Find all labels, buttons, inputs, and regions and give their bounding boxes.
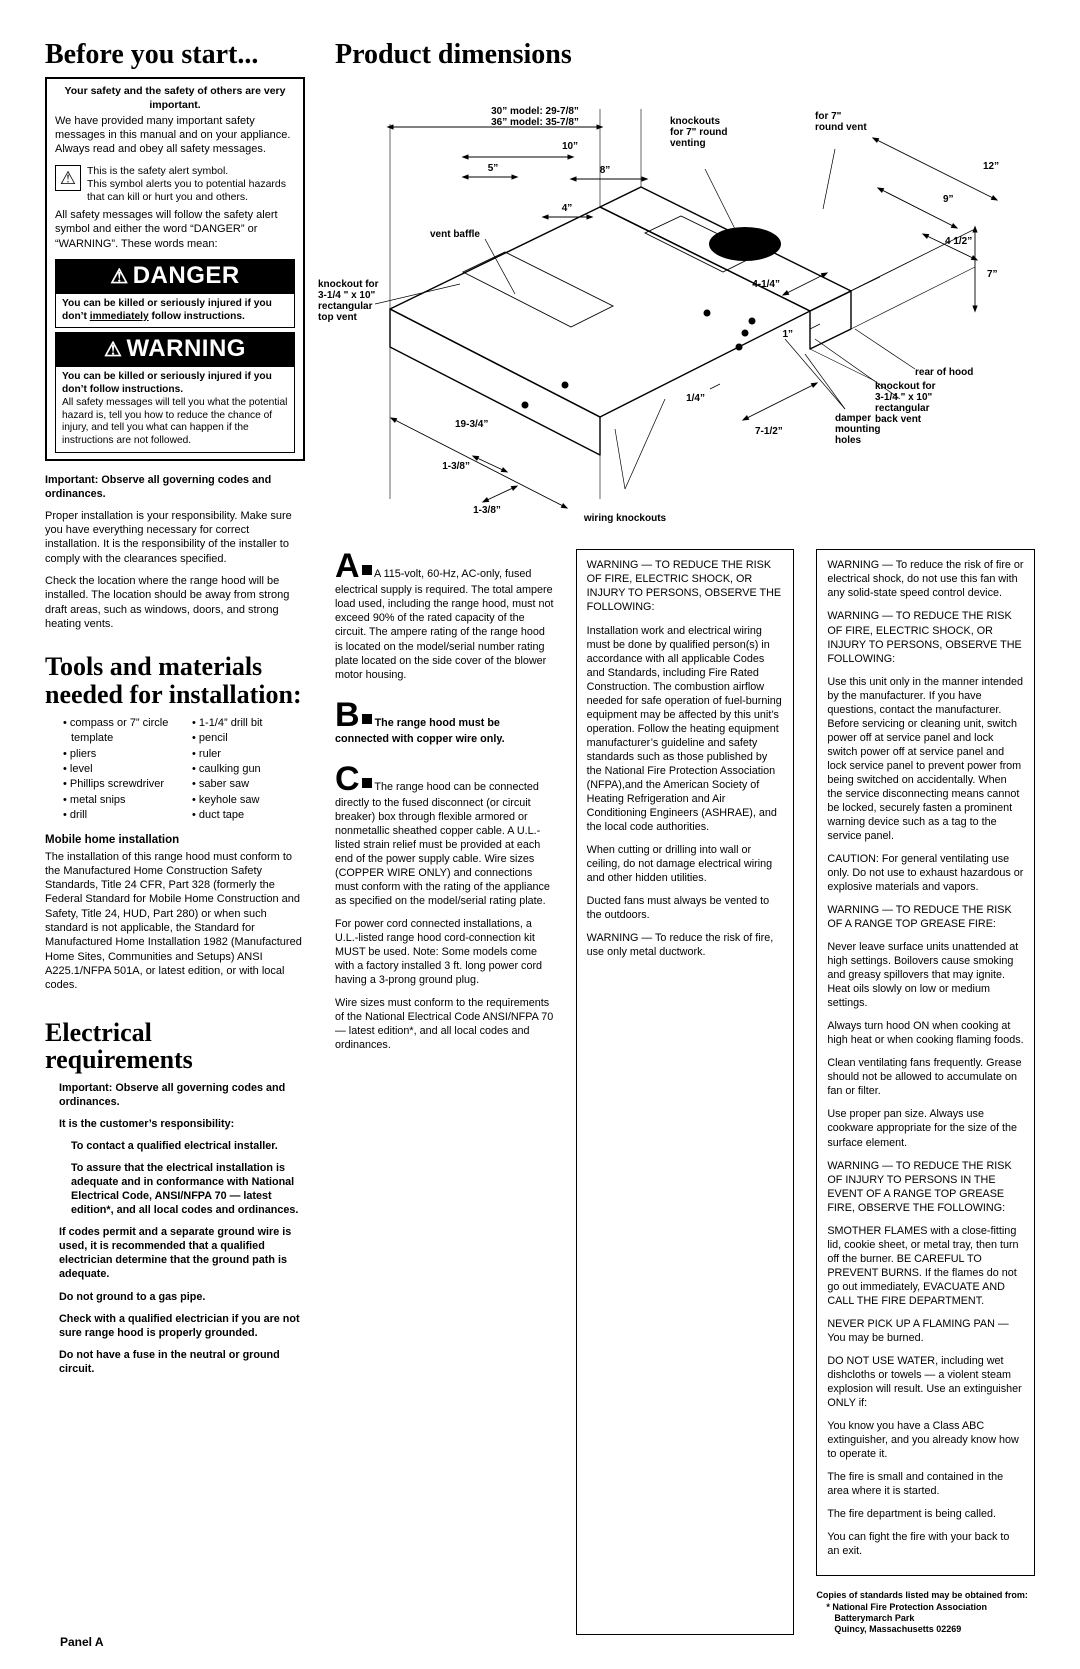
elec-p1: If codes permit and a separate ground wi… [59, 1225, 305, 1281]
svg-text:round vent: round vent [815, 122, 867, 133]
svg-text:rectangular: rectangular [318, 301, 373, 312]
svg-text:wiring knockouts: wiring knockouts [583, 513, 667, 524]
safety-alert-icon: ⚠ [55, 165, 81, 191]
elec-li2: To assure that the electrical installati… [59, 1161, 305, 1217]
svg-text:vent baffle: vent baffle [430, 229, 480, 240]
svg-text:30” model: 29-7/8”: 30” model: 29-7/8” [491, 106, 579, 117]
heading-product-dimensions: Product dimensions [335, 40, 1035, 69]
svg-text:7-1/2”: 7-1/2” [755, 426, 783, 437]
svg-text:knockout for: knockout for [875, 381, 936, 392]
middle-warning-box: WARNING — TO REDUCE THE RISK OF FIRE, EL… [576, 549, 795, 1635]
mobile-home-body: The installation of this range hood must… [45, 850, 305, 993]
heading-tools-materials: Tools and materials needed for installat… [45, 653, 305, 708]
svg-text:4 1/2”: 4 1/2” [945, 236, 972, 247]
svg-text:1/4”: 1/4” [686, 393, 705, 404]
svg-text:for 7" round: for 7" round [670, 127, 728, 138]
svg-text:1-3/8”: 1-3/8” [442, 461, 470, 472]
heading-before-you-start: Before you start... [45, 40, 305, 69]
svg-text:rear of hood: rear of hood [915, 367, 973, 378]
important-codes-1: Important: Observe all governing codes a… [45, 473, 305, 501]
product-dimensions-diagram: 30” model: 29-7/8”36” model: 35-7/8” 10” 5… [315, 69, 1015, 539]
svg-text:knockouts: knockouts [670, 116, 720, 127]
proper-install-text: Proper installation is your responsibili… [45, 509, 305, 566]
warning-banner: ⚠WARNING [55, 332, 295, 366]
svg-text:3-1/4 " x 10": 3-1/4 " x 10" [875, 392, 933, 403]
svg-text:top vent: top vent [318, 312, 358, 323]
safety-intro-bold: Your safety and the safety of others are… [55, 85, 295, 111]
standards-copies-note: Copies of standards listed may be obtain… [816, 1590, 1035, 1635]
svg-text:damper: damper [835, 413, 871, 424]
svg-text:venting: venting [670, 138, 706, 149]
elec-p2: Do not ground to a gas pipe. [59, 1290, 305, 1304]
alert-line-1: This is the safety alert symbol. [87, 165, 295, 178]
abc-column: A A 115-volt, 60-Hz, AC-only, fused elec… [335, 549, 554, 1635]
svg-text:back vent: back vent [875, 414, 922, 425]
tools-list: • compass or 7” circle template • pliers… [45, 716, 305, 824]
elec-li1: To contact a qualified electrical instal… [59, 1139, 305, 1153]
safety-intro-body: We have provided many important safety m… [55, 114, 295, 157]
panel-label: Panel A [60, 1635, 104, 1649]
svg-text:holes: holes [835, 435, 862, 446]
svg-text:9”: 9” [943, 194, 954, 205]
svg-text:12”: 12” [983, 161, 999, 172]
danger-box: You can be killed or seriously injured i… [55, 293, 295, 329]
heading-electrical: Electrical requirements [45, 1019, 305, 1074]
elec-p3: Check with a qualified electrician if yo… [59, 1312, 305, 1340]
svg-text:10”: 10” [562, 141, 578, 152]
safety-info-box: Your safety and the safety of others are… [45, 77, 305, 460]
customer-responsibility-head: It is the customer’s responsibility: [59, 1117, 305, 1131]
svg-text:mounting: mounting [835, 424, 881, 435]
alert-line-2: This symbol alerts you to potential haza… [87, 178, 295, 204]
elec-p4: Do not have a fuse in the neutral or gro… [59, 1348, 305, 1376]
svg-text:19-3/4”: 19-3/4” [455, 419, 488, 430]
svg-text:5”: 5” [488, 163, 499, 174]
important-codes-2: Important: Observe all governing codes a… [59, 1081, 305, 1109]
svg-text:8”: 8” [600, 165, 611, 176]
svg-text:4-1/4”: 4-1/4” [752, 279, 780, 290]
mobile-home-subhead: Mobile home installation [45, 834, 305, 846]
svg-text:7”: 7” [987, 269, 998, 280]
svg-text:3-1/4 " x 10": 3-1/4 " x 10" [318, 290, 376, 301]
check-location-text: Check the location where the range hood … [45, 574, 305, 631]
svg-text:1”: 1” [782, 329, 793, 340]
danger-banner: ⚠DANGER [55, 259, 295, 293]
svg-text:1-3/8”: 1-3/8” [473, 505, 501, 516]
svg-text:knockout for: knockout for [318, 279, 379, 290]
svg-text:4”: 4” [562, 203, 573, 214]
svg-text:rectangular: rectangular [875, 403, 930, 414]
warning-box: You can be killed or seriously injured i… [55, 366, 295, 453]
svg-text:36” model: 35-7/8”: 36” model: 35-7/8” [491, 117, 579, 128]
safety-follow-text: All safety messages will follow the safe… [55, 208, 295, 251]
svg-text:for 7": for 7" [815, 111, 842, 122]
right-warning-column: WARNING — To reduce the risk of fire or … [816, 549, 1035, 1635]
